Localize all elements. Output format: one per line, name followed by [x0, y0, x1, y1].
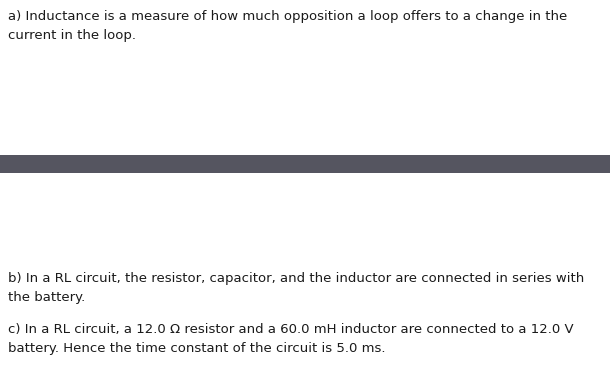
Text: c) In a RL circuit, a 12.0 Ω resistor and a 60.0 mH inductor are connected to a : c) In a RL circuit, a 12.0 Ω resistor an… — [8, 323, 573, 355]
Text: b) In a RL circuit, the resistor, capacitor, and the inductor are connected in s: b) In a RL circuit, the resistor, capaci… — [8, 272, 584, 304]
Text: a) Inductance is a measure of how much opposition a loop offers to a change in t: a) Inductance is a measure of how much o… — [8, 10, 567, 42]
Bar — [0, 155, 610, 173]
